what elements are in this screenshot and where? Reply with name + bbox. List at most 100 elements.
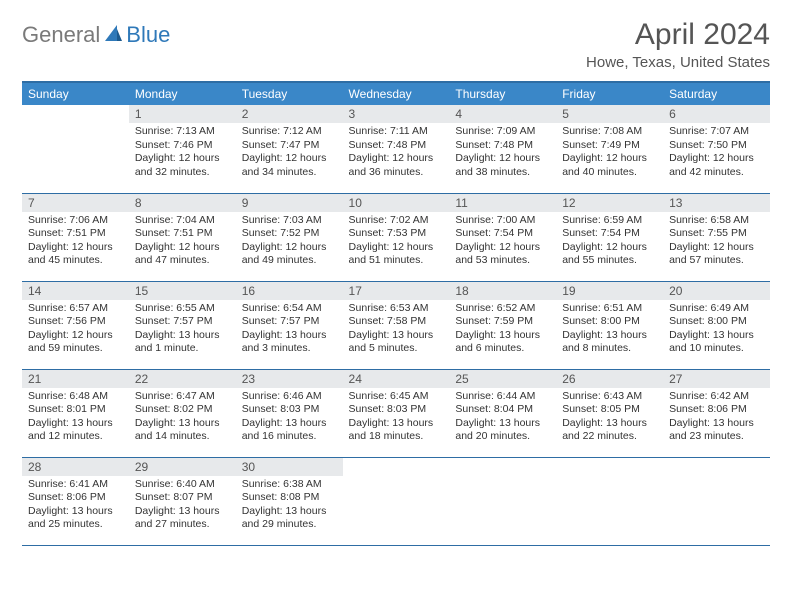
day-line: and 57 minutes.: [669, 254, 764, 268]
day-number: [449, 458, 556, 476]
day-number: 6: [663, 105, 770, 123]
day-line: Sunset: 8:04 PM: [455, 403, 550, 417]
day-line: Daylight: 12 hours: [455, 241, 550, 255]
day-line: Daylight: 13 hours: [135, 329, 230, 343]
day-line: Daylight: 13 hours: [349, 329, 444, 343]
calendar-cell: 9Sunrise: 7:03 AMSunset: 7:52 PMDaylight…: [236, 193, 343, 281]
day-line: Daylight: 12 hours: [562, 241, 657, 255]
day-line: Sunset: 8:05 PM: [562, 403, 657, 417]
calendar-cell: 12Sunrise: 6:59 AMSunset: 7:54 PMDayligh…: [556, 193, 663, 281]
day-line: Sunrise: 7:07 AM: [669, 125, 764, 139]
day-line: Sunrise: 7:09 AM: [455, 125, 550, 139]
logo-text-general: General: [22, 22, 100, 48]
calendar-cell: 26Sunrise: 6:43 AMSunset: 8:05 PMDayligh…: [556, 369, 663, 457]
day-line: Sunrise: 6:51 AM: [562, 302, 657, 316]
calendar-cell: [343, 457, 450, 545]
day-number: 20: [663, 282, 770, 300]
day-line: Sunrise: 6:45 AM: [349, 390, 444, 404]
day-line: Sunset: 7:54 PM: [455, 227, 550, 241]
day-line: Sunset: 7:46 PM: [135, 139, 230, 153]
day-number: 29: [129, 458, 236, 476]
day-line: Daylight: 12 hours: [349, 241, 444, 255]
month-title: April 2024: [586, 18, 770, 52]
calendar-cell: 30Sunrise: 6:38 AMSunset: 8:08 PMDayligh…: [236, 457, 343, 545]
day-line: Sunrise: 6:44 AM: [455, 390, 550, 404]
day-line: and 18 minutes.: [349, 430, 444, 444]
day-line: Daylight: 12 hours: [242, 152, 337, 166]
day-line: Sunrise: 7:04 AM: [135, 214, 230, 228]
weekday-monday: Monday: [129, 82, 236, 105]
day-number: 25: [449, 370, 556, 388]
day-line: Daylight: 13 hours: [455, 329, 550, 343]
day-body: Sunrise: 6:40 AMSunset: 8:07 PMDaylight:…: [129, 476, 236, 537]
day-number: 11: [449, 194, 556, 212]
day-body: Sunrise: 7:00 AMSunset: 7:54 PMDaylight:…: [449, 212, 556, 273]
day-number: 18: [449, 282, 556, 300]
day-line: and 12 minutes.: [28, 430, 123, 444]
day-line: Sunrise: 6:42 AM: [669, 390, 764, 404]
calendar-cell: 25Sunrise: 6:44 AMSunset: 8:04 PMDayligh…: [449, 369, 556, 457]
day-line: Sunrise: 6:43 AM: [562, 390, 657, 404]
day-body: Sunrise: 7:03 AMSunset: 7:52 PMDaylight:…: [236, 212, 343, 273]
day-line: Daylight: 13 hours: [669, 417, 764, 431]
calendar-cell: 17Sunrise: 6:53 AMSunset: 7:58 PMDayligh…: [343, 281, 450, 369]
calendar-row: 7 Sunrise: 7:06 AM Sunset: 7:51 PM Daylight…: [22, 193, 770, 281]
day-line: Daylight: 12 hours: [242, 241, 337, 255]
day-body: Sunrise: 6:45 AMSunset: 8:03 PMDaylight:…: [343, 388, 450, 449]
day-number: 10: [343, 194, 450, 212]
calendar-cell: 18Sunrise: 6:52 AMSunset: 7:59 PMDayligh…: [449, 281, 556, 369]
day-line: Sunrise: 6:55 AM: [135, 302, 230, 316]
day-body: Sunrise: 6:38 AMSunset: 8:08 PMDaylight:…: [236, 476, 343, 537]
day-line: and 42 minutes.: [669, 166, 764, 180]
day-line: Sunrise: 6:41 AM: [28, 478, 123, 492]
day-body: Sunrise: 6:47 AMSunset: 8:02 PMDaylight:…: [129, 388, 236, 449]
day-number: 19: [556, 282, 663, 300]
day-number: 15: [129, 282, 236, 300]
day-number: 7: [22, 194, 129, 212]
day-number: 24: [343, 370, 450, 388]
calendar-cell: 11Sunrise: 7:00 AMSunset: 7:54 PMDayligh…: [449, 193, 556, 281]
day-line: and 6 minutes.: [455, 342, 550, 356]
day-number: 1: [129, 105, 236, 123]
day-body: Sunrise: 7:12 AMSunset: 7:47 PMDaylight:…: [236, 123, 343, 184]
day-number: 16: [236, 282, 343, 300]
day-line: and 14 minutes.: [135, 430, 230, 444]
day-body: Sunrise: 7:09 AMSunset: 7:48 PMDaylight:…: [449, 123, 556, 184]
day-line: Sunset: 8:06 PM: [28, 491, 123, 505]
day-body: Sunrise: 6:59 AMSunset: 7:54 PMDaylight:…: [556, 212, 663, 273]
day-line: Sunrise: 6:49 AM: [669, 302, 764, 316]
calendar-cell: 15Sunrise: 6:55 AMSunset: 7:57 PMDayligh…: [129, 281, 236, 369]
weekday-friday: Friday: [556, 82, 663, 105]
day-number: 22: [129, 370, 236, 388]
day-line: Sunset: 8:06 PM: [669, 403, 764, 417]
day-body: Sunrise: 6:43 AMSunset: 8:05 PMDaylight:…: [556, 388, 663, 449]
day-line: and 23 minutes.: [669, 430, 764, 444]
day-line: and 49 minutes.: [242, 254, 337, 268]
day-line: Sunrise: 6:52 AM: [455, 302, 550, 316]
day-line: Daylight: 12 hours: [669, 152, 764, 166]
day-line: Sunset: 7:48 PM: [455, 139, 550, 153]
day-line: Sunset: 7:51 PM: [135, 227, 230, 241]
day-line: and 5 minutes.: [349, 342, 444, 356]
day-line: Sunset: 8:07 PM: [135, 491, 230, 505]
calendar-cell: [449, 457, 556, 545]
location-subtitle: Howe, Texas, United States: [586, 54, 770, 71]
day-line: and 8 minutes.: [562, 342, 657, 356]
day-body: Sunrise: 6:53 AMSunset: 7:58 PMDaylight:…: [343, 300, 450, 361]
day-line: Daylight: 13 hours: [562, 329, 657, 343]
day-line: and 59 minutes.: [28, 342, 123, 356]
day-body: Sunrise: 7:08 AMSunset: 7:49 PMDaylight:…: [556, 123, 663, 184]
weekday-tuesday: Tuesday: [236, 82, 343, 105]
title-block: April 2024 Howe, Texas, United States: [586, 18, 770, 71]
day-line: and 32 minutes.: [135, 166, 230, 180]
logo: General Blue: [22, 18, 170, 48]
day-body: Sunrise: 7:02 AMSunset: 7:53 PMDaylight:…: [343, 212, 450, 273]
day-number: 17: [343, 282, 450, 300]
day-line: Sunset: 7:57 PM: [242, 315, 337, 329]
day-line: Daylight: 12 hours: [28, 329, 123, 343]
day-line: and 10 minutes.: [669, 342, 764, 356]
day-line: and 51 minutes.: [349, 254, 444, 268]
day-line: Daylight: 13 hours: [562, 417, 657, 431]
day-line: and 1 minute.: [135, 342, 230, 356]
day-line: Sunrise: 7:06 AM: [28, 214, 123, 228]
